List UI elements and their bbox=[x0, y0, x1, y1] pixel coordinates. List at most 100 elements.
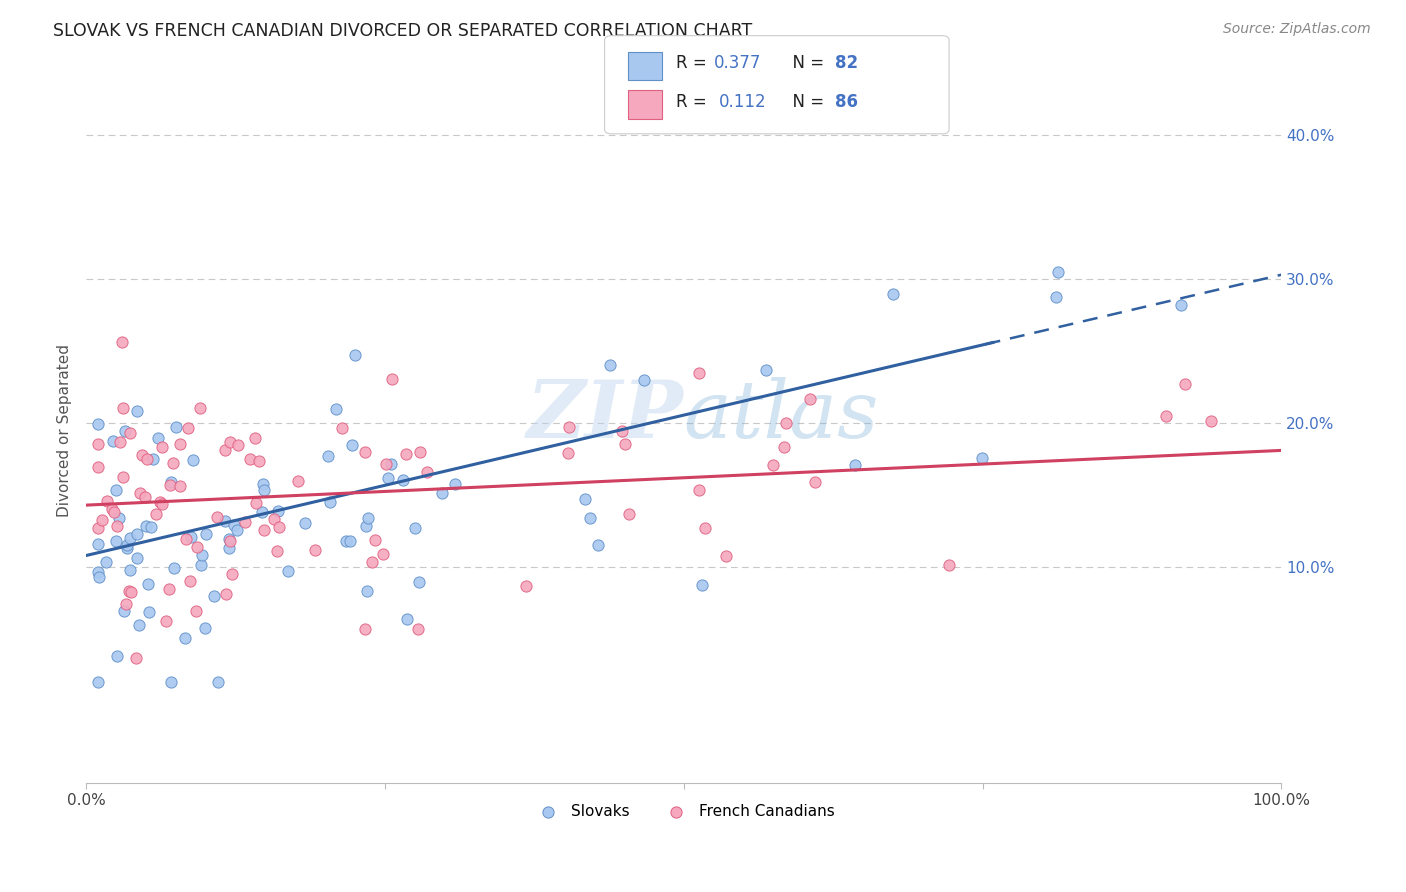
Point bbox=[87, 675, 110, 690]
Point bbox=[882, 287, 904, 301]
Point bbox=[105, 519, 128, 533]
Point bbox=[374, 457, 396, 471]
Point bbox=[325, 402, 347, 417]
Point bbox=[105, 648, 128, 663]
Point bbox=[617, 508, 640, 522]
Point bbox=[219, 533, 242, 548]
Point bbox=[392, 473, 415, 487]
Point bbox=[180, 530, 202, 544]
Point bbox=[1046, 265, 1069, 279]
Point bbox=[558, 419, 581, 434]
Point bbox=[214, 443, 236, 458]
Text: R =: R = bbox=[676, 93, 717, 111]
Text: 86: 86 bbox=[835, 93, 858, 111]
Point bbox=[371, 547, 394, 561]
Text: Source: ZipAtlas.com: Source: ZipAtlas.com bbox=[1223, 22, 1371, 37]
Point bbox=[190, 558, 212, 572]
Point bbox=[364, 533, 387, 548]
Point bbox=[174, 632, 197, 646]
Point bbox=[287, 475, 309, 489]
Point bbox=[194, 526, 217, 541]
Point bbox=[339, 533, 361, 548]
Point bbox=[176, 532, 198, 546]
Text: atlas: atlas bbox=[683, 377, 879, 455]
Point bbox=[108, 434, 131, 449]
Text: ZIP: ZIP bbox=[527, 377, 683, 455]
Point bbox=[117, 538, 139, 552]
Legend: Slovaks, French Canadians: Slovaks, French Canadians bbox=[527, 797, 841, 825]
Point bbox=[316, 449, 339, 463]
Point bbox=[267, 504, 290, 518]
Point bbox=[134, 490, 156, 504]
Point bbox=[87, 417, 110, 432]
Point bbox=[693, 521, 716, 535]
Point bbox=[177, 421, 200, 435]
Point bbox=[245, 496, 267, 510]
Point bbox=[135, 451, 157, 466]
Point bbox=[252, 505, 274, 519]
Point bbox=[214, 514, 236, 528]
Point bbox=[443, 476, 465, 491]
Point bbox=[245, 431, 267, 445]
Point bbox=[233, 515, 256, 529]
Point bbox=[118, 584, 141, 599]
Text: R =: R = bbox=[676, 54, 713, 72]
Point bbox=[103, 505, 125, 519]
Point bbox=[142, 451, 165, 466]
Point bbox=[574, 491, 596, 506]
Point bbox=[755, 363, 778, 377]
Point bbox=[115, 597, 138, 611]
Point bbox=[163, 561, 186, 575]
Point bbox=[970, 450, 993, 465]
Point bbox=[87, 521, 110, 535]
Point bbox=[165, 419, 187, 434]
Point bbox=[160, 675, 183, 690]
Point bbox=[1170, 298, 1192, 312]
Point bbox=[266, 544, 288, 558]
Point bbox=[191, 548, 214, 562]
Point bbox=[225, 523, 247, 537]
Point bbox=[135, 519, 157, 533]
Point bbox=[221, 567, 243, 582]
Point bbox=[416, 465, 439, 479]
Point bbox=[247, 454, 270, 468]
Point bbox=[775, 416, 797, 430]
Point bbox=[125, 551, 148, 566]
Point bbox=[105, 534, 128, 549]
Point bbox=[87, 460, 110, 475]
Point bbox=[115, 541, 138, 555]
Point bbox=[87, 537, 110, 551]
Point bbox=[1045, 290, 1067, 304]
Point bbox=[1154, 409, 1177, 423]
Point bbox=[253, 483, 276, 497]
Point bbox=[515, 579, 537, 593]
Point bbox=[408, 575, 430, 590]
Y-axis label: Divorced or Separated: Divorced or Separated bbox=[58, 343, 72, 516]
Point bbox=[799, 392, 821, 406]
Point bbox=[149, 494, 172, 508]
Point bbox=[96, 494, 118, 508]
Point bbox=[357, 511, 380, 525]
Point bbox=[139, 520, 162, 534]
Point bbox=[87, 565, 110, 579]
Point bbox=[169, 437, 191, 451]
Point bbox=[340, 438, 363, 452]
Point bbox=[159, 478, 181, 492]
Point bbox=[218, 541, 240, 555]
Point bbox=[111, 470, 134, 484]
Point bbox=[157, 582, 180, 596]
Point bbox=[343, 348, 366, 362]
Point bbox=[253, 523, 276, 537]
Point bbox=[353, 445, 375, 459]
Point bbox=[155, 614, 177, 628]
Point bbox=[938, 558, 960, 572]
Point bbox=[579, 511, 602, 525]
Point bbox=[181, 453, 204, 467]
Point bbox=[114, 424, 136, 438]
Point bbox=[1199, 414, 1222, 428]
Point bbox=[125, 404, 148, 418]
Point bbox=[377, 471, 399, 485]
Point bbox=[202, 589, 225, 603]
Point bbox=[633, 374, 655, 388]
Point bbox=[150, 440, 173, 454]
